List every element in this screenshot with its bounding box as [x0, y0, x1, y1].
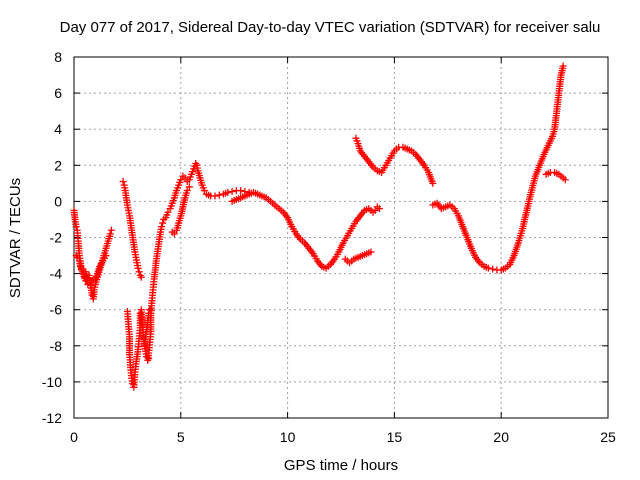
data-point [137, 273, 145, 281]
x-axis-label: GPS time / hours [284, 457, 398, 474]
data-point [181, 174, 189, 182]
data-point [135, 268, 143, 276]
y-tick-label: -8 [50, 338, 63, 354]
data-points [70, 62, 569, 391]
data-point [183, 187, 191, 195]
data-point [145, 309, 153, 317]
data-point [177, 176, 185, 184]
data-point [215, 191, 223, 199]
data-point [489, 265, 497, 273]
data-point [134, 264, 142, 272]
x-tick-label: 25 [600, 429, 616, 445]
data-point [159, 219, 167, 227]
y-tick-label: 4 [54, 121, 62, 137]
data-point [429, 179, 437, 187]
data-point [237, 187, 245, 195]
data-point [185, 183, 193, 191]
axis-ticks: 0 5 10 15 20 25 -12 -10 -8 -6 -4 -2 0 2 4 6 8 [42, 49, 616, 445]
data-point [375, 205, 383, 213]
grid-lines [74, 57, 608, 418]
data-point [228, 187, 236, 195]
x-tick-label: 0 [70, 429, 78, 445]
x-tick-label: 20 [493, 429, 509, 445]
chart-title: Day 077 of 2017, Sidereal Day-to-day VTE… [60, 19, 601, 36]
y-tick-label: 8 [54, 49, 62, 65]
y-tick-label: 0 [54, 193, 62, 209]
data-point [559, 62, 567, 70]
data-point [146, 306, 154, 314]
data-point [107, 226, 115, 234]
data-point [158, 223, 166, 231]
data-point [170, 230, 178, 238]
y-tick-label: -6 [50, 302, 63, 318]
data-point [72, 223, 80, 231]
data-point [200, 187, 208, 195]
y-tick-label: -2 [50, 230, 63, 246]
data-point [106, 230, 114, 238]
y-tick-label: 2 [54, 157, 62, 173]
data-point [561, 176, 569, 184]
data-point [164, 208, 172, 216]
x-tick-label: 5 [177, 429, 185, 445]
x-tick-label: 10 [280, 429, 296, 445]
y-tick-label: -4 [50, 266, 63, 282]
data-point [129, 380, 137, 388]
data-point [247, 189, 255, 197]
data-point [224, 188, 232, 196]
y-tick-label: -12 [42, 410, 62, 426]
data-point [136, 309, 144, 317]
data-point [119, 178, 127, 186]
data-point [484, 264, 492, 272]
y-axis-label: SDTVAR / TECUs [7, 178, 24, 298]
y-tick-label: -10 [42, 374, 62, 390]
data-point [371, 206, 379, 214]
data-point [73, 253, 81, 261]
data-point [145, 354, 153, 362]
data-point [102, 252, 110, 260]
x-tick-label: 15 [387, 429, 403, 445]
y-tick-label: 6 [54, 85, 62, 101]
data-point [367, 248, 375, 256]
data-point [211, 192, 219, 200]
data-point [82, 277, 90, 285]
